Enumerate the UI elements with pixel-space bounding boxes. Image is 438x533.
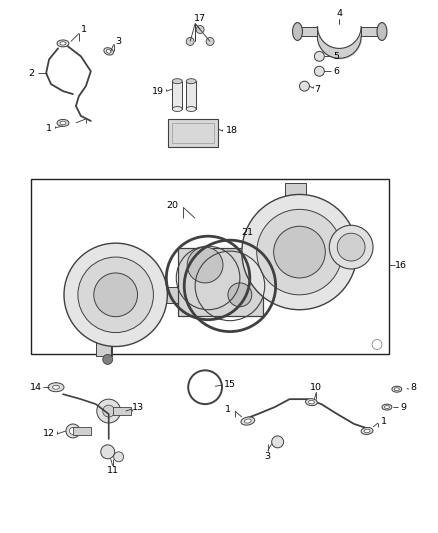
Ellipse shape xyxy=(106,50,111,53)
Ellipse shape xyxy=(53,385,60,389)
Ellipse shape xyxy=(172,79,182,84)
Text: 5: 5 xyxy=(333,52,339,61)
Text: 21: 21 xyxy=(241,228,253,237)
Text: 1: 1 xyxy=(225,405,231,414)
Ellipse shape xyxy=(308,400,314,404)
Bar xyxy=(178,248,263,316)
Bar xyxy=(361,27,384,36)
Text: 9: 9 xyxy=(401,402,407,411)
Ellipse shape xyxy=(394,387,399,391)
Circle shape xyxy=(78,257,153,333)
Circle shape xyxy=(70,427,76,434)
Ellipse shape xyxy=(382,404,392,410)
Text: 19: 19 xyxy=(152,87,164,95)
Bar xyxy=(31,179,389,354)
Circle shape xyxy=(272,436,283,448)
Ellipse shape xyxy=(241,417,255,425)
Circle shape xyxy=(300,81,309,91)
Bar xyxy=(96,335,112,357)
Bar xyxy=(150,287,178,303)
Ellipse shape xyxy=(377,22,387,41)
Text: 4: 4 xyxy=(336,9,342,18)
Ellipse shape xyxy=(48,383,64,392)
Text: 2: 2 xyxy=(28,69,34,78)
Circle shape xyxy=(372,340,382,350)
Circle shape xyxy=(228,283,252,307)
Bar xyxy=(172,81,182,109)
Circle shape xyxy=(196,26,204,34)
Text: 3: 3 xyxy=(116,37,122,46)
Text: 11: 11 xyxy=(107,466,119,475)
Circle shape xyxy=(337,233,365,261)
Bar xyxy=(73,427,91,435)
Ellipse shape xyxy=(104,47,113,55)
Circle shape xyxy=(101,445,115,459)
Text: 18: 18 xyxy=(226,126,238,135)
Circle shape xyxy=(103,405,115,417)
Text: 3: 3 xyxy=(265,453,271,461)
Circle shape xyxy=(114,452,124,462)
Text: 7: 7 xyxy=(314,85,320,94)
Bar xyxy=(168,119,218,147)
Text: 12: 12 xyxy=(43,430,55,439)
Ellipse shape xyxy=(60,121,66,125)
Ellipse shape xyxy=(361,427,373,434)
Circle shape xyxy=(94,273,138,317)
Bar xyxy=(294,27,318,36)
Circle shape xyxy=(66,424,80,438)
Circle shape xyxy=(314,66,324,76)
Circle shape xyxy=(64,243,167,346)
Text: 6: 6 xyxy=(333,67,339,76)
Text: 15: 15 xyxy=(224,379,236,389)
Ellipse shape xyxy=(305,399,318,406)
Circle shape xyxy=(187,247,223,283)
Circle shape xyxy=(97,399,120,423)
Text: 17: 17 xyxy=(194,14,206,23)
Text: 10: 10 xyxy=(311,383,322,392)
Circle shape xyxy=(195,377,215,397)
Circle shape xyxy=(242,195,357,310)
Text: 13: 13 xyxy=(131,402,144,411)
Ellipse shape xyxy=(244,419,251,423)
Text: 14: 14 xyxy=(30,383,42,392)
Text: 1: 1 xyxy=(381,416,387,425)
Circle shape xyxy=(329,225,373,269)
Ellipse shape xyxy=(186,107,196,111)
Circle shape xyxy=(206,37,214,45)
Ellipse shape xyxy=(186,79,196,84)
Ellipse shape xyxy=(392,386,402,392)
Bar xyxy=(285,182,307,200)
Circle shape xyxy=(103,354,113,365)
Text: 1: 1 xyxy=(46,124,52,133)
Circle shape xyxy=(257,209,342,295)
Text: 16: 16 xyxy=(395,261,407,270)
Ellipse shape xyxy=(57,119,69,126)
Ellipse shape xyxy=(60,42,66,45)
Ellipse shape xyxy=(293,22,303,41)
Circle shape xyxy=(314,51,324,61)
Ellipse shape xyxy=(172,107,182,111)
Bar xyxy=(113,407,131,415)
Ellipse shape xyxy=(364,429,370,433)
Circle shape xyxy=(186,37,194,45)
Bar xyxy=(172,123,214,143)
Text: 1: 1 xyxy=(81,25,87,34)
Ellipse shape xyxy=(385,406,389,409)
Text: 20: 20 xyxy=(166,201,178,210)
Ellipse shape xyxy=(57,40,69,47)
Text: 8: 8 xyxy=(411,383,417,392)
Bar xyxy=(186,81,196,109)
Circle shape xyxy=(188,370,222,404)
Circle shape xyxy=(274,226,325,278)
